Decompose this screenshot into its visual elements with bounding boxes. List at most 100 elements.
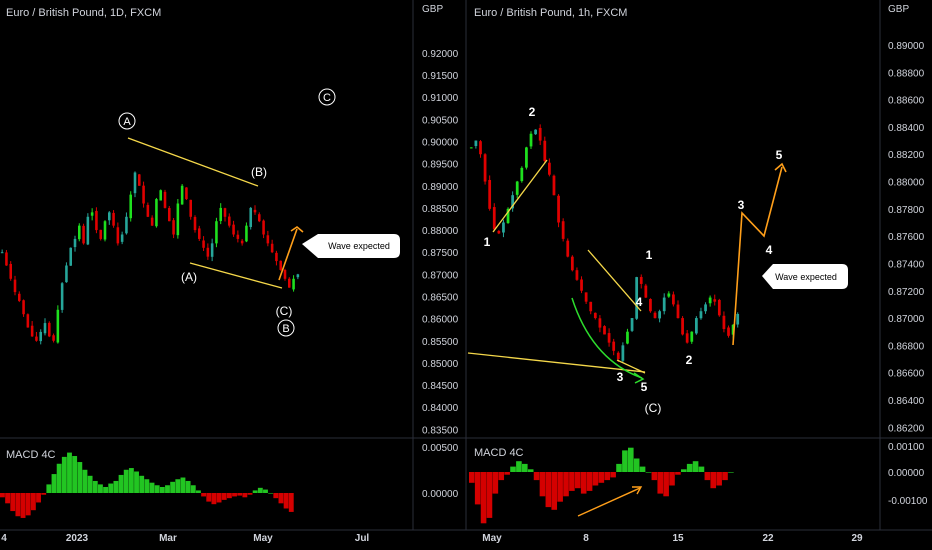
macd-bar	[113, 480, 119, 493]
price-tick-label: 0.87800	[888, 205, 925, 216]
macd-bar	[710, 472, 717, 489]
candle-body	[616, 352, 620, 360]
macd-bar	[474, 472, 481, 505]
price-tick-label: 0.88000	[422, 226, 459, 237]
candle-body	[589, 301, 593, 312]
candle-body	[146, 204, 150, 217]
macd-bar	[686, 463, 693, 472]
macd-bar	[61, 456, 67, 493]
price-tick-label: 0.87500	[422, 248, 459, 259]
macd-bar	[123, 469, 129, 493]
correction-1-label: 1	[646, 248, 653, 262]
macd-bar	[604, 472, 611, 481]
candle-body	[575, 270, 579, 280]
correction-2-label: 2	[686, 353, 693, 367]
candle-body	[262, 220, 265, 235]
right-currency-label: GBP	[888, 4, 909, 15]
right-projection-arrowhead	[774, 162, 787, 173]
candle-body	[39, 331, 42, 342]
macd-bar	[551, 472, 558, 510]
macd-bar	[144, 479, 150, 493]
candle-body	[731, 324, 735, 335]
time-tick-label: 22	[762, 533, 774, 544]
macd-bar	[67, 452, 72, 493]
wave-5-label: 5	[641, 380, 648, 394]
right-macd-label: MACD 4C	[474, 447, 524, 459]
candle-body	[296, 274, 300, 278]
macd-bar	[704, 472, 711, 481]
price-tick-label: 0.88200	[888, 150, 925, 161]
macd-bar	[504, 472, 510, 475]
macd-bar	[278, 493, 284, 504]
macd-bar	[82, 469, 88, 493]
candle-body	[515, 181, 519, 195]
macd-bar	[72, 456, 78, 493]
candle-body	[240, 240, 244, 244]
macd-bar	[139, 475, 145, 493]
candle-body	[699, 311, 703, 319]
macd-bar	[675, 472, 681, 475]
price-tick-label: 0.85000	[422, 359, 459, 370]
macd-bar	[154, 485, 160, 493]
price-tick-label: 0.88800	[888, 68, 925, 79]
price-tick-label: 0.88600	[888, 96, 925, 107]
wave-4-label: 4	[636, 295, 643, 309]
candle-body	[30, 325, 34, 337]
candle-body	[48, 322, 51, 337]
candle-body	[681, 318, 684, 335]
candle-body	[479, 141, 482, 155]
time-tick-label: 29	[851, 533, 863, 544]
left-chart-panel: Euro / British Pound, 1D, FXCM GBP MACD …	[0, 4, 459, 544]
macd-bar	[77, 462, 83, 493]
candle-body	[163, 191, 167, 208]
macd-bar	[242, 493, 248, 498]
right-macd-axis: 0.00100 0.00000 -0.00100	[888, 442, 928, 507]
macd-bar	[663, 472, 669, 497]
time-tick-label: 8	[583, 533, 589, 544]
candle-body	[69, 247, 72, 266]
price-tick-label: 0.87400	[888, 259, 925, 270]
left-upper-trendline	[127, 137, 259, 187]
candle-body	[275, 252, 278, 262]
wave-C-paren-label: (C)	[276, 304, 293, 318]
candle-body	[469, 147, 473, 149]
candle-body	[713, 299, 717, 302]
candle-body	[120, 234, 124, 242]
candle-body	[593, 312, 597, 319]
wave-A-paren-label: (A)	[181, 270, 197, 284]
price-tick-label: 0.89000	[422, 182, 459, 193]
macd-bar	[722, 472, 728, 481]
macd-bar	[170, 481, 176, 493]
candle-body	[727, 327, 730, 336]
left-time-axis: 4 2023 Mar May Jul	[1, 533, 369, 544]
macd-bar	[221, 493, 227, 500]
macd-bar	[185, 480, 191, 493]
macd-bar	[610, 472, 616, 478]
candle-body	[649, 299, 652, 312]
left-projection-arrowhead	[290, 226, 304, 233]
time-tick-label: May	[253, 533, 273, 544]
price-tick-label: 0.90000	[422, 138, 459, 149]
macd-bar	[580, 472, 587, 494]
projection-3-label: 3	[738, 198, 745, 212]
macd-bar	[692, 461, 699, 472]
price-tick-label: 0.87000	[888, 314, 925, 325]
candle-body	[492, 207, 496, 230]
candle-body	[249, 207, 252, 227]
candle-body	[236, 234, 240, 239]
macd-bar	[237, 493, 243, 496]
panel-separators	[0, 0, 932, 531]
macd-bar	[0, 493, 5, 498]
right-macd-histogram	[469, 447, 734, 524]
macd-bar	[510, 466, 516, 472]
wave-B-circle-label: B	[282, 323, 289, 335]
candle-body	[60, 283, 64, 310]
macd-bar	[216, 493, 222, 503]
right-callout-bubble	[762, 264, 848, 289]
right-chart-title: Euro / British Pound, 1h, FXCM	[474, 7, 627, 19]
candle-body	[138, 174, 141, 186]
price-tick-label: 0.86200	[888, 423, 925, 434]
macd-bar	[41, 493, 47, 495]
candle-body	[73, 238, 77, 248]
time-tick-label: 2023	[66, 533, 89, 544]
